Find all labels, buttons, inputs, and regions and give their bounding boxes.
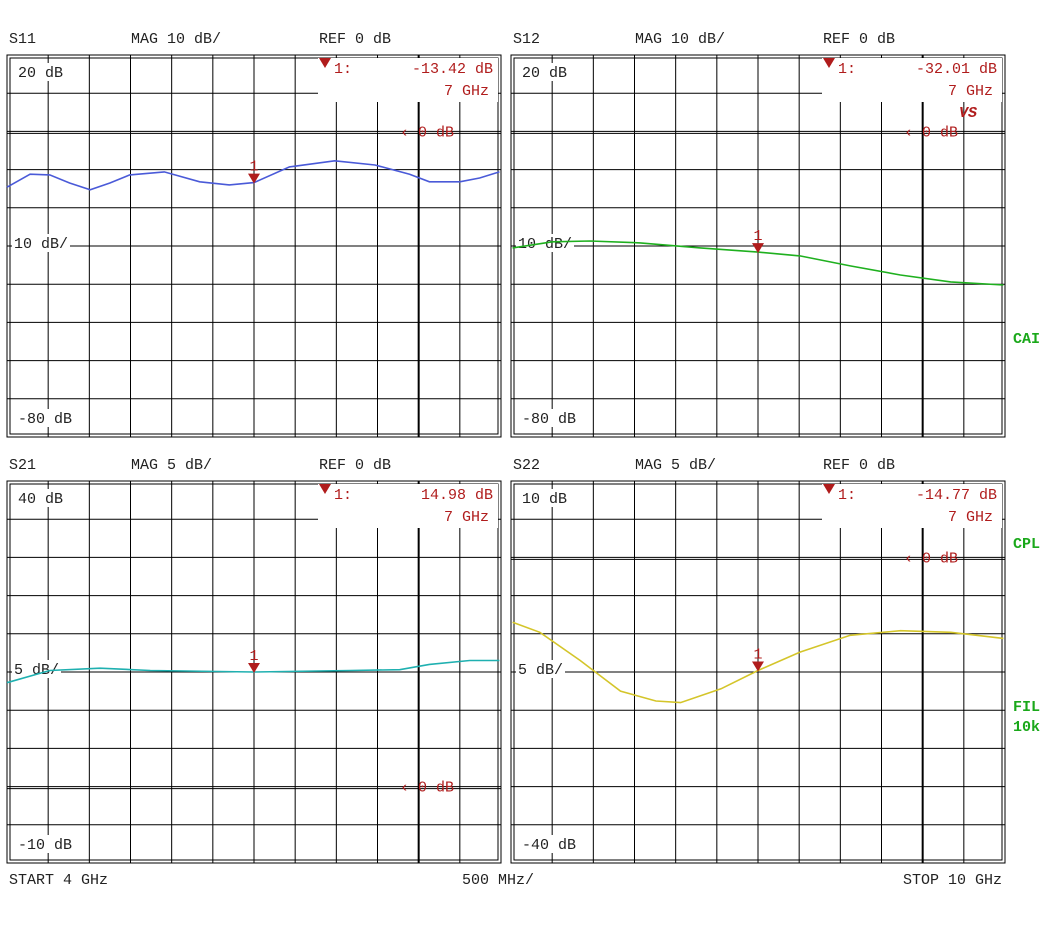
format-label: MAG 10 dB/ [635,31,725,48]
marker-readout-box [822,484,1002,528]
marker-indicator-icon [823,484,835,494]
side-label-fil: FIL [1013,699,1040,716]
trace-name: S21 [9,457,36,474]
span-per-division: 500 MHz/ [462,872,534,889]
bottom-scale-label-bg [520,835,578,853]
mid-scale-label: 5 dB/ [14,662,59,679]
trace-s11 [6,159,500,191]
mid-scale-label-bg [12,234,70,252]
ref-label: REF 0 dB [823,457,895,474]
marker-frequency: 7 GHz [444,509,489,526]
marker-number: 1 [753,646,762,663]
panel-s12: S12 MAG 10 dB/REF 0 dB 1: -32.01 dB 7 GHz VS 2… [510,31,1006,438]
trace-s21 [6,659,500,684]
top-scale-label: 10 dB [522,491,567,508]
top-scale-label-bg [16,489,65,507]
marker-indicator-icon [319,58,331,68]
marker-1-icon [752,243,764,254]
top-scale-label: 20 dB [522,65,567,82]
format-label: MAG 5 dB/ [635,457,716,474]
marker-label: 1: [334,61,352,78]
marker-indicator-icon [319,484,331,494]
format-label: MAG 5 dB/ [131,457,212,474]
ref-label: REF 0 dB [823,31,895,48]
mid-scale-label-bg [12,660,61,678]
marker-label: 1: [838,61,856,78]
stop-frequency: STOP 10 GHz [903,872,1002,889]
marker-frequency: 7 GHz [444,83,489,100]
top-scale-label-bg [16,63,65,81]
panel-s22: S22 MAG 5 dB/REF 0 dB 1: -14.77 dB 7 GHz 10 d… [510,457,1006,864]
reference-value-label: ‹ 0 dB [400,124,454,141]
panel-s21: S21 MAG 5 dB/REF 0 dB 1: 14.98 dB 7 GHz 40 dB… [6,457,502,864]
bottom-scale-label: -10 dB [18,837,72,854]
marker-number: 1 [753,228,762,245]
marker-value: 14.98 dB [421,487,493,504]
marker-1-icon [248,663,260,673]
marker-1-icon [752,661,764,672]
marker-indicator-icon [823,58,835,68]
marker-number: 1 [249,159,258,176]
top-scale-label: 40 dB [18,491,63,508]
marker-readout-box [822,58,1002,102]
reference-value-label: ‹ 0 dB [904,124,958,141]
trace-name: S12 [513,31,540,48]
marker-readout-box [318,58,498,102]
start-frequency: START 4 GHz [9,872,108,889]
bottom-scale-label: -80 dB [522,411,576,428]
side-label-cpl: CPL [1013,536,1040,553]
bottom-scale-label: -80 dB [18,411,72,428]
trace-name: S22 [513,457,540,474]
bottom-scale-label: -40 dB [522,837,576,854]
panel-s11: S11 MAG 10 dB/REF 0 dB 1: -13.42 dB 7 GHz 20 … [6,31,502,438]
bottom-scale-label-bg [16,835,74,853]
marker-value: -14.77 dB [916,487,997,504]
rs-logo: VS [959,105,977,122]
marker-label: 1: [838,487,856,504]
reference-value-label: ‹ 0 dB [400,780,454,797]
ref-label: REF 0 dB [319,31,391,48]
top-scale-label-bg [520,63,569,81]
marker-number: 1 [249,648,258,665]
reference-value-label: ‹ 0 dB [904,550,958,567]
marker-value: -13.42 dB [412,61,493,78]
marker-readout-box [318,484,498,528]
bottom-scale-label-bg [16,409,74,427]
marker-1-icon [248,173,260,184]
mid-scale-label: 10 dB/ [14,236,68,253]
format-label: MAG 10 dB/ [131,31,221,48]
trace-name: S11 [9,31,36,48]
marker-frequency: 7 GHz [948,83,993,100]
marker-label: 1: [334,487,352,504]
trace-s22 [512,621,1004,704]
top-scale-label: 20 dB [18,65,63,82]
top-scale-label-bg [520,489,569,507]
ref-label: REF 0 dB [319,457,391,474]
side-label-cai: CAI [1013,331,1040,348]
side-label-10k: 10k [1013,719,1040,736]
mid-scale-label: 5 dB/ [518,662,563,679]
mid-scale-label: 10 dB/ [518,236,572,253]
marker-value: -32.01 dB [916,61,997,78]
bottom-scale-label-bg [520,409,578,427]
marker-frequency: 7 GHz [948,509,993,526]
mid-scale-label-bg [516,660,565,678]
